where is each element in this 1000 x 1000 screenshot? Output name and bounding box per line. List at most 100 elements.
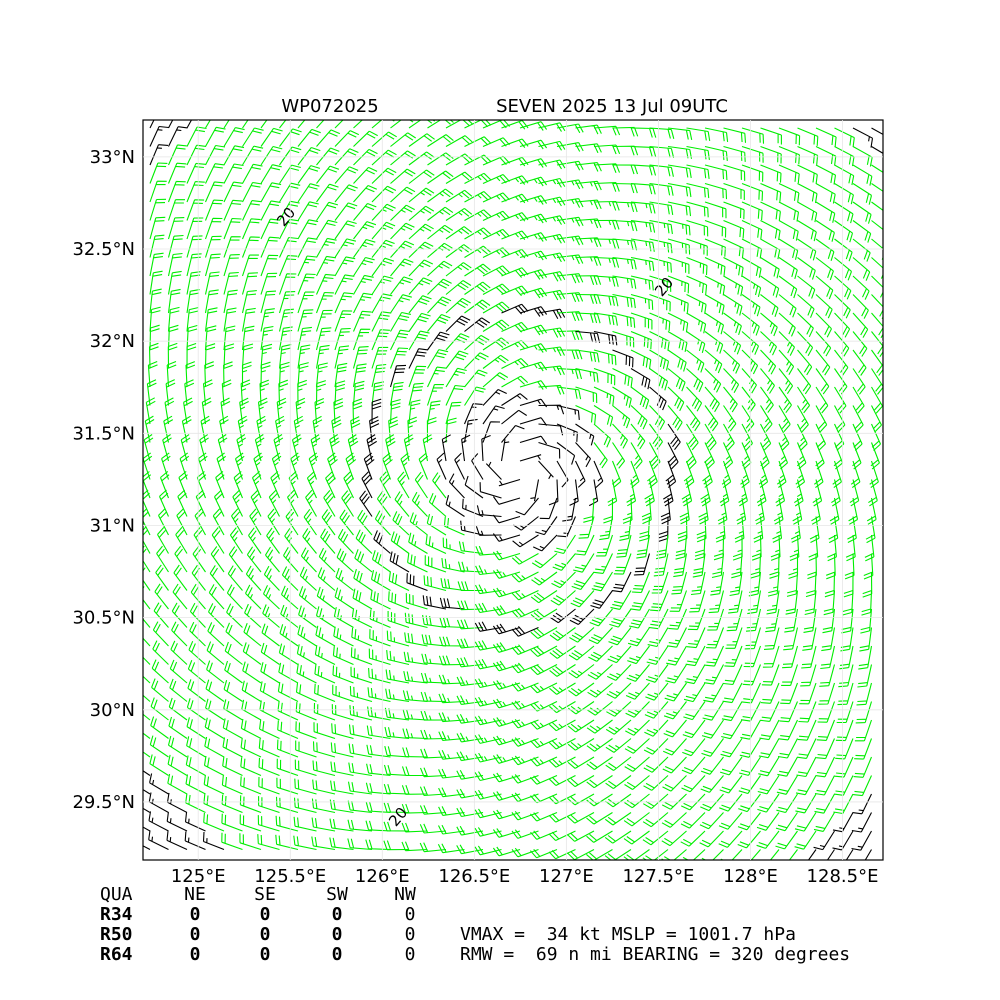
wind-barb — [835, 719, 854, 742]
wind-barb — [501, 120, 529, 130]
wind-barb — [851, 830, 872, 851]
wind-barb — [797, 331, 814, 357]
wind-barb — [871, 349, 883, 376]
wind-barb — [606, 701, 632, 717]
wind-barb — [390, 276, 413, 295]
wind-barb — [221, 379, 232, 406]
table-header: QUA — [100, 884, 133, 905]
wind-barb — [188, 640, 206, 665]
wind-barb — [593, 442, 608, 469]
wind-barb — [530, 664, 558, 676]
wind-barb — [482, 354, 509, 369]
wind-barb — [147, 360, 158, 388]
wind-barb — [741, 442, 752, 470]
wind-barb — [813, 830, 835, 851]
wind-barb — [750, 553, 762, 579]
x-tick-label: 127.5°E — [622, 866, 694, 887]
wind-barb — [501, 321, 529, 333]
wind-barb — [420, 710, 447, 721]
wind-barb — [519, 343, 548, 353]
wind-barb — [647, 460, 658, 489]
wind-barb — [143, 807, 151, 813]
wind-barb — [519, 306, 548, 317]
wind-barb — [721, 460, 732, 489]
wind-barb — [353, 166, 378, 184]
wind-barb — [223, 680, 243, 702]
wind-barb — [719, 756, 743, 776]
wind-barb — [760, 368, 775, 394]
wind-barb — [711, 553, 725, 579]
wind-barb — [719, 793, 743, 812]
wind-barb — [869, 460, 879, 489]
wind-barb — [519, 380, 548, 390]
wind-barb — [277, 682, 299, 702]
wind-barb — [492, 735, 521, 746]
wind-barb — [293, 816, 317, 832]
wind-barb — [475, 565, 502, 576]
wind-barb — [164, 397, 175, 425]
wind-barb — [644, 719, 669, 737]
wind-barb — [593, 386, 615, 406]
wind-barb — [775, 812, 798, 832]
wind-barb — [627, 627, 650, 647]
wind-barb — [809, 516, 820, 543]
table-cell: R34 — [100, 904, 133, 925]
wind-barb — [273, 434, 284, 462]
wind-barb — [156, 545, 169, 573]
wind-barb — [145, 397, 156, 425]
wind-barb — [275, 415, 285, 443]
wind-barb — [277, 701, 299, 721]
wind-barb — [680, 812, 706, 829]
wind-barb — [371, 381, 385, 406]
wind-barb — [871, 183, 883, 192]
wind-barb — [276, 758, 299, 777]
wind-barb — [778, 386, 792, 414]
wind-barb — [511, 662, 539, 674]
wind-barb — [248, 527, 262, 554]
wind-barb — [464, 299, 491, 314]
wind-barb — [390, 329, 410, 351]
wind-barb — [567, 701, 595, 715]
wind-barb — [149, 773, 169, 795]
wind-barb — [689, 590, 706, 613]
wind-barb — [143, 656, 151, 665]
wind-barb — [170, 640, 188, 665]
wind-barb — [630, 330, 652, 350]
wind-barb — [852, 368, 866, 395]
wind-barb — [204, 717, 225, 739]
wind-barb — [406, 573, 428, 592]
wind-barb — [186, 126, 207, 147]
wind-barb — [667, 219, 691, 236]
wind-barb — [501, 138, 529, 148]
wind-barb — [669, 590, 688, 612]
wind-barb — [751, 534, 762, 561]
wind-barb — [648, 608, 669, 630]
table-cell: 0 — [332, 944, 343, 965]
wind-barb — [350, 666, 373, 684]
wind-barb — [530, 719, 558, 730]
wind-barb — [291, 434, 302, 462]
wind-barb — [260, 642, 280, 665]
wind-barb — [624, 775, 650, 790]
wind-barb — [402, 690, 428, 703]
wind-barb — [759, 442, 770, 470]
wind-barb — [297, 624, 317, 647]
wind-barb — [180, 434, 191, 462]
wind-barb — [240, 757, 262, 777]
wind-barb — [390, 204, 415, 221]
wind-barb — [723, 331, 742, 355]
wind-barb — [501, 303, 529, 315]
wind-barb — [738, 775, 761, 795]
wind-barb — [815, 331, 832, 357]
wind-barb — [268, 489, 280, 517]
wind-barb — [667, 201, 692, 217]
wind-barb — [368, 648, 391, 666]
wind-barb — [287, 489, 299, 517]
wind-barb — [686, 182, 710, 199]
wind-barb — [605, 775, 632, 790]
wind-barb — [208, 584, 225, 610]
wind-barb — [333, 607, 354, 628]
wind-barb — [223, 236, 241, 258]
wind-barb — [199, 434, 209, 462]
wind-barb — [519, 287, 548, 299]
